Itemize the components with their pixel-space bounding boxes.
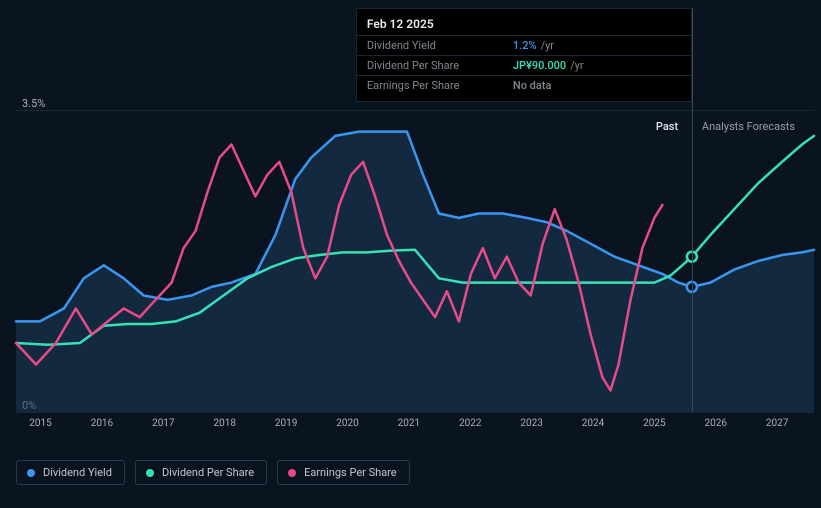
- tooltip-row-label: Dividend Yield: [367, 39, 513, 52]
- x-tick: 2024: [582, 418, 604, 429]
- tooltip-row-value: 1.2%: [513, 39, 537, 52]
- tooltip-row-value: JP¥90.000: [513, 59, 566, 72]
- tooltip-row-unit: /yr: [570, 59, 583, 72]
- x-tick: 2016: [91, 418, 113, 429]
- x-tick: 2018: [213, 418, 235, 429]
- legend-dot-icon: [146, 469, 154, 477]
- x-tick: 2017: [152, 418, 174, 429]
- tooltip-row: Dividend Per ShareJP¥90.000/yr: [357, 55, 691, 75]
- legend-label: Dividend Yield: [43, 466, 112, 479]
- legend-item[interactable]: Dividend Per Share: [135, 460, 267, 485]
- dividend-yield-area: [16, 132, 814, 412]
- x-tick: 2022: [459, 418, 481, 429]
- dividend-chart: 3.5% 0% Past Analysts Forecasts Feb 12 2…: [0, 0, 821, 508]
- legend-dot-icon: [288, 469, 296, 477]
- tooltip-row-label: Dividend Per Share: [367, 59, 513, 72]
- tooltip-date: Feb 12 2025: [357, 15, 691, 35]
- x-tick: 2019: [275, 418, 297, 429]
- x-tick: 2020: [336, 418, 358, 429]
- x-axis: 2015 2016 2017 2018 2019 2020 2021 2022 2023 2024…: [16, 418, 814, 434]
- x-tick: 2023: [520, 418, 542, 429]
- tooltip-row: Earnings Per ShareNo data: [357, 75, 691, 95]
- legend-item[interactable]: Earnings Per Share: [277, 460, 410, 485]
- chart-tooltip: Feb 12 2025 Dividend Yield1.2%/yrDividen…: [356, 8, 692, 102]
- legend-dot-icon: [27, 469, 35, 477]
- x-tick: 2027: [766, 418, 788, 429]
- tooltip-row: Dividend Yield1.2% /yr: [357, 35, 691, 55]
- x-tick: 2025: [643, 418, 665, 429]
- x-tick: 2015: [29, 418, 51, 429]
- tooltip-row-unit: /yr: [541, 39, 554, 52]
- x-tick: 2026: [705, 418, 727, 429]
- legend-item[interactable]: Dividend Yield: [16, 460, 125, 485]
- tooltip-crosshair: [692, 8, 693, 412]
- legend-label: Earnings Per Share: [304, 466, 397, 479]
- chart-legend: Dividend Yield Dividend Per Share Earnings…: [16, 460, 410, 485]
- tooltip-row-label: Earnings Per Share: [367, 79, 513, 92]
- x-tick: 2021: [398, 418, 420, 429]
- tooltip-row-value: No data: [513, 79, 552, 92]
- legend-label: Dividend Per Share: [162, 466, 254, 479]
